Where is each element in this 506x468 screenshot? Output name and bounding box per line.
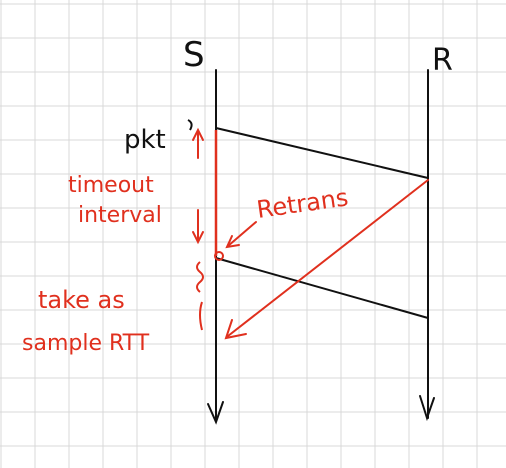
sample-label-line2: sample RTT [22, 331, 150, 356]
packet-transmission-line [215, 127, 429, 179]
sample-rtt-squiggle [196, 261, 204, 293]
sample-label-line1: take as [38, 286, 125, 314]
retransmission-packet-line [215, 257, 429, 319]
retrans-label: Retrans [255, 183, 350, 224]
timeout-up-arrow [192, 127, 204, 159]
timeout-label-line2: interval [78, 203, 162, 228]
retransmit-marker [214, 251, 224, 261]
packet-label: pkt [124, 125, 166, 155]
retrans-pointer-arrow [225, 221, 257, 249]
ack-arrow [224, 179, 429, 340]
timeout-label-line1: timeout [68, 173, 154, 198]
sender-label: S [183, 35, 205, 75]
timeout-down-arrow [192, 209, 204, 245]
sample-rtt-bracket [199, 301, 203, 331]
packet-label-mark [187, 119, 193, 131]
receiver-timeline [419, 69, 435, 422]
receiver-label: R [432, 43, 453, 78]
